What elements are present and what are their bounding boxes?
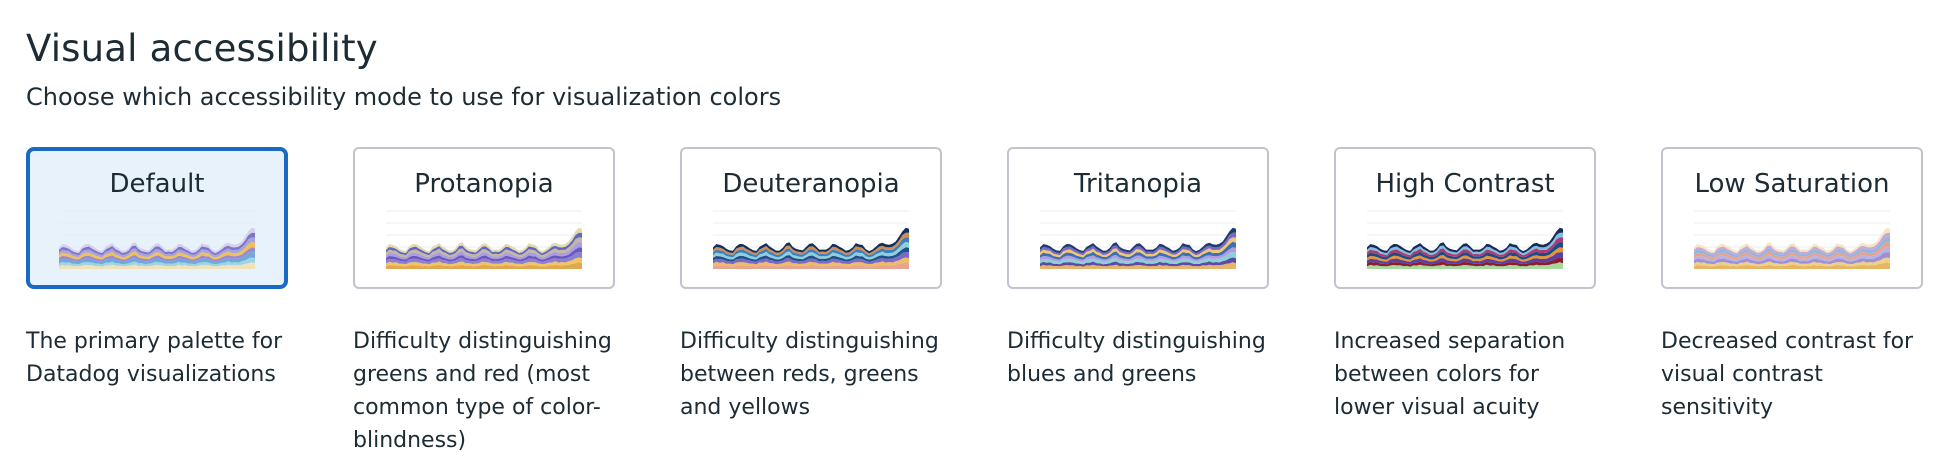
preview-area-layer: [1367, 237, 1563, 258]
preview-area-layer: [386, 241, 582, 260]
option-label: Protanopia: [414, 169, 554, 199]
preview-area-layer: [1367, 247, 1563, 262]
preview-area-layer: [1367, 232, 1563, 256]
preview-area-layer: [713, 232, 909, 256]
accessibility-mode-options: Default The primary palette for Datadog …: [26, 147, 1923, 457]
preview-area-layer: [713, 237, 909, 258]
preview-area-layer: [1694, 232, 1890, 256]
preview-area-layer: [1367, 257, 1563, 267]
palette-preview-chart: [713, 210, 909, 269]
option-high-contrast[interactable]: High Contrast Increased separation betwe…: [1334, 147, 1596, 457]
preview-area-layer: [59, 247, 255, 262]
preview-area-layer: [1694, 227, 1890, 254]
preview-area-layer: [713, 247, 909, 262]
option-protanopia[interactable]: Protanopia Difficulty distinguishing gre…: [353, 147, 615, 457]
option-deuteranopia[interactable]: Deuteranopia Difficulty distinguishing b…: [680, 147, 942, 457]
section-title: Visual accessibility: [26, 27, 378, 70]
option-card-protanopia[interactable]: Protanopia: [353, 147, 615, 289]
palette-preview-chart: [1694, 210, 1890, 269]
preview-area-layer: [59, 227, 255, 254]
preview-area-layer: [1694, 262, 1890, 269]
option-default[interactable]: Default The primary palette for Datadog …: [26, 147, 288, 457]
preview-area-layer: [1367, 241, 1563, 260]
option-label: High Contrast: [1375, 169, 1555, 199]
preview-area-layer: [386, 237, 582, 258]
preview-area-layer: [1040, 232, 1236, 256]
preview-area-layer: [386, 232, 582, 256]
preview-area-layer: [1367, 262, 1563, 269]
preview-area-layer: [59, 252, 255, 265]
preview-area-layer: [1367, 252, 1563, 265]
option-label: Tritanopia: [1073, 169, 1203, 199]
preview-area-layer: [1040, 237, 1236, 258]
option-tritanopia[interactable]: Tritanopia Difficulty distinguishing blu…: [1007, 147, 1269, 457]
preview-area-layer: [386, 252, 582, 265]
option-description: Difficulty distinguishing greens and red…: [353, 329, 612, 453]
section-subtitle: Choose which accessibility mode to use f…: [26, 83, 782, 111]
option-description: Increased separation between colors for …: [1334, 329, 1566, 420]
preview-area-layer: [59, 241, 255, 260]
preview-area-layer: [1040, 262, 1236, 269]
preview-area-layer: [1694, 257, 1890, 267]
preview-area-layer: [59, 262, 255, 269]
preview-area-layer: [1694, 241, 1890, 260]
option-card-low-saturation[interactable]: Low Saturation: [1661, 147, 1923, 289]
preview-area-layer: [1040, 252, 1236, 265]
option-description: Decreased contrast for visual contrast s…: [1661, 329, 1914, 420]
preview-area-layer: [59, 257, 255, 267]
option-description: Difficulty distinguishing between reds, …: [680, 329, 939, 420]
preview-area-layer: [386, 262, 582, 269]
option-description: The primary palette for Datadog visualiz…: [26, 329, 283, 387]
preview-area-layer: [59, 237, 255, 258]
palette-preview-chart: [386, 210, 582, 269]
preview-area-layer: [1694, 252, 1890, 265]
palette-preview-chart: [1040, 210, 1236, 269]
preview-area-layer: [713, 227, 909, 254]
preview-area-layer: [713, 241, 909, 260]
preview-area-layer: [1040, 247, 1236, 262]
preview-area-layer: [1694, 237, 1890, 258]
option-label: Deuteranopia: [722, 169, 900, 199]
preview-area-layer: [713, 252, 909, 265]
preview-area-layer: [1367, 227, 1563, 254]
option-label: Low Saturation: [1694, 169, 1890, 199]
preview-area-layer: [1694, 247, 1890, 262]
preview-area-layer: [386, 257, 582, 267]
option-low-saturation[interactable]: Low Saturation Decreased contrast for vi…: [1661, 147, 1923, 457]
preview-area-layer: [59, 232, 255, 256]
option-card-deuteranopia[interactable]: Deuteranopia: [680, 147, 942, 289]
preview-area-layer: [386, 247, 582, 262]
option-description: Difficulty distinguishing blues and gree…: [1007, 329, 1266, 387]
preview-area-layer: [1040, 227, 1236, 254]
option-card-high-contrast[interactable]: High Contrast: [1334, 147, 1596, 289]
option-card-tritanopia[interactable]: Tritanopia: [1007, 147, 1269, 289]
palette-preview-chart: [59, 210, 255, 269]
preview-area-layer: [1040, 257, 1236, 267]
option-card-default[interactable]: Default: [26, 147, 288, 289]
preview-area-layer: [713, 257, 909, 267]
preview-area-layer: [1040, 241, 1236, 260]
preview-area-layer: [713, 262, 909, 269]
preview-area-layer: [386, 227, 582, 254]
palette-preview-chart: [1367, 210, 1563, 269]
option-label: Default: [109, 169, 205, 199]
